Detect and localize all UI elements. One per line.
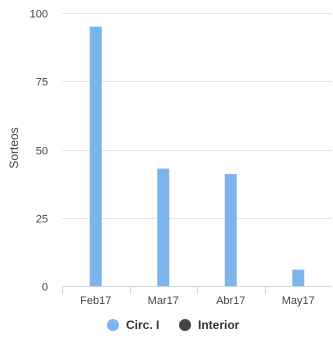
y-tick-label: 100 [30, 9, 48, 21]
bar-feb17[interactable] [89, 26, 102, 287]
y-tick-label: 50 [36, 146, 48, 158]
y-tick-label: 25 [36, 214, 48, 226]
bar-mar17[interactable] [157, 168, 170, 286]
legend-label: Interior [198, 318, 240, 332]
legend-item-interior[interactable]: Interior [179, 318, 240, 332]
bar-may17[interactable] [292, 269, 305, 286]
legend-label: Circ. I [126, 318, 159, 332]
y-axis-tick-labels: 0 25 50 75 100 [30, 9, 48, 294]
gridlines [62, 13, 332, 287]
legend[interactable]: Circ. I Interior [107, 318, 240, 332]
bar-abr17[interactable] [224, 174, 237, 286]
x-axis: Feb17 Mar17 Abr17 May17 [62, 286, 332, 307]
y-axis-title: Sorteos [7, 127, 21, 168]
legend-marker [107, 319, 119, 331]
x-tick-label: Feb17 [80, 295, 111, 307]
x-tick-label: May17 [282, 295, 315, 307]
y-tick-label: 0 [42, 282, 48, 294]
bars [89, 26, 305, 287]
x-tick-label: Abr17 [216, 295, 245, 307]
y-tick-label: 75 [36, 77, 48, 89]
legend-item-circ-i[interactable]: Circ. I [107, 318, 159, 332]
x-tick-label: Mar17 [148, 295, 179, 307]
legend-marker [179, 319, 191, 331]
